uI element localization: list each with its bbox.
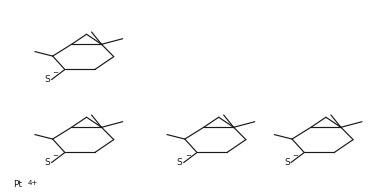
Text: −: − [53, 153, 59, 159]
Text: 4+: 4+ [28, 180, 38, 186]
Text: Pt: Pt [13, 180, 22, 189]
Text: S: S [284, 158, 290, 167]
Text: S: S [177, 158, 183, 167]
Text: −: − [53, 70, 59, 76]
Text: −: − [292, 153, 298, 159]
Text: −: − [185, 153, 191, 159]
Text: S: S [45, 158, 51, 167]
Text: S: S [45, 75, 51, 84]
